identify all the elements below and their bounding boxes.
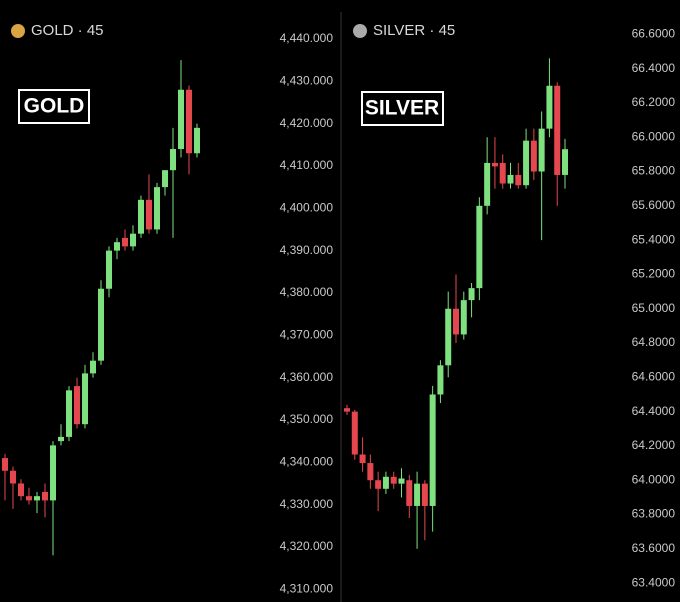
candle-body	[499, 162, 506, 184]
candle-body	[351, 411, 358, 455]
y-tick-label: 65.4000	[632, 232, 676, 246]
candle-body	[437, 365, 444, 395]
candle-body	[453, 308, 459, 335]
candle-body	[344, 408, 350, 412]
candle-body	[562, 149, 568, 175]
y-tick-label: 4,360.000	[280, 370, 334, 384]
candle-body	[523, 140, 530, 186]
y-tick-label: 65.0000	[632, 301, 676, 315]
annotation: SILVER	[365, 97, 439, 120]
candle-body	[421, 483, 428, 506]
y-tick-label: 4,400.000	[280, 200, 334, 214]
y-tick-label: 4,430.000	[280, 73, 334, 87]
candle-body	[26, 496, 32, 501]
y-tick-label: 4,440.000	[280, 31, 334, 45]
y-tick-label: 4,390.000	[280, 243, 334, 257]
y-tick-label: 4,370.000	[280, 327, 334, 341]
y-tick-label: 64.8000	[632, 335, 676, 349]
y-tick-label: 4,420.000	[280, 116, 334, 130]
candle-body	[375, 480, 382, 489]
candle-body	[538, 128, 545, 172]
chart-title: SILVER · 45	[373, 22, 455, 39]
candle-body	[445, 308, 452, 366]
candle-body	[406, 480, 413, 506]
y-tick-label: 4,410.000	[280, 158, 334, 172]
y-tick-label: 66.6000	[632, 26, 676, 40]
candle-body	[130, 233, 136, 247]
y-tick-label: 64.6000	[632, 369, 676, 383]
label-box	[361, 91, 444, 126]
candle-body	[106, 250, 112, 289]
candle-body	[398, 478, 405, 484]
gold-icon	[11, 24, 25, 38]
candle-body	[390, 476, 397, 484]
candle-body	[74, 386, 80, 425]
candle-body	[359, 454, 366, 464]
candle-body	[170, 149, 176, 171]
candle-body	[34, 496, 40, 501]
y-tick-label: 66.2000	[632, 95, 676, 109]
y-tick-label: 64.4000	[632, 404, 676, 418]
y-tick-label: 66.4000	[632, 61, 676, 75]
candle-body	[507, 174, 514, 184]
candle-body	[10, 470, 16, 484]
chart-title: GOLD · 45	[31, 22, 104, 39]
candle-body	[90, 360, 96, 374]
y-tick-label: 65.8000	[632, 164, 676, 178]
candle-body	[476, 205, 483, 289]
y-tick-label: 66.0000	[632, 129, 676, 143]
candle-body	[515, 174, 522, 186]
candle-body	[82, 373, 88, 425]
candle-body	[58, 436, 64, 442]
candle-body	[18, 483, 24, 497]
y-tick-label: 4,350.000	[280, 412, 334, 426]
candle-body	[122, 237, 128, 247]
candle-body	[530, 140, 537, 172]
candle-body	[178, 89, 184, 150]
candle-body	[491, 162, 498, 167]
y-tick-label: 4,330.000	[280, 497, 334, 511]
candle-body	[460, 300, 467, 335]
candle-body	[429, 394, 436, 506]
y-tick-label: 64.2000	[632, 438, 676, 452]
candle-body	[2, 458, 8, 471]
y-tick-label: 4,380.000	[280, 285, 334, 299]
candle-body	[42, 491, 48, 501]
y-tick-label: 63.8000	[632, 507, 676, 521]
candle-body	[66, 390, 72, 437]
candle-body	[194, 127, 200, 154]
y-tick-label: 65.6000	[632, 198, 676, 212]
y-tick-label: 63.6000	[632, 541, 676, 555]
candle-body	[546, 85, 553, 129]
candle-body	[468, 288, 475, 301]
candle-body	[484, 162, 491, 206]
candle-body	[414, 483, 421, 506]
candle-body	[186, 89, 192, 154]
candle-body	[162, 170, 168, 188]
candle-body	[114, 242, 120, 251]
y-tick-label: 63.4000	[632, 575, 676, 589]
candle-body	[146, 199, 152, 230]
candle-body	[554, 85, 561, 175]
candle-body	[367, 463, 374, 481]
y-tick-label: 65.2000	[632, 267, 676, 281]
y-tick-label: 4,340.000	[280, 454, 334, 468]
silver-icon	[353, 24, 367, 38]
annotation: GOLD	[24, 95, 85, 118]
y-tick-label: 4,310.000	[280, 581, 334, 595]
candle-body	[138, 199, 144, 234]
candle-body	[50, 445, 56, 501]
label-box	[18, 89, 90, 124]
y-tick-label: 64.0000	[632, 472, 676, 486]
y-tick-label: 4,320.000	[280, 539, 334, 553]
candle-body	[98, 288, 104, 361]
candle-body	[382, 476, 389, 489]
candle-body	[154, 187, 160, 230]
